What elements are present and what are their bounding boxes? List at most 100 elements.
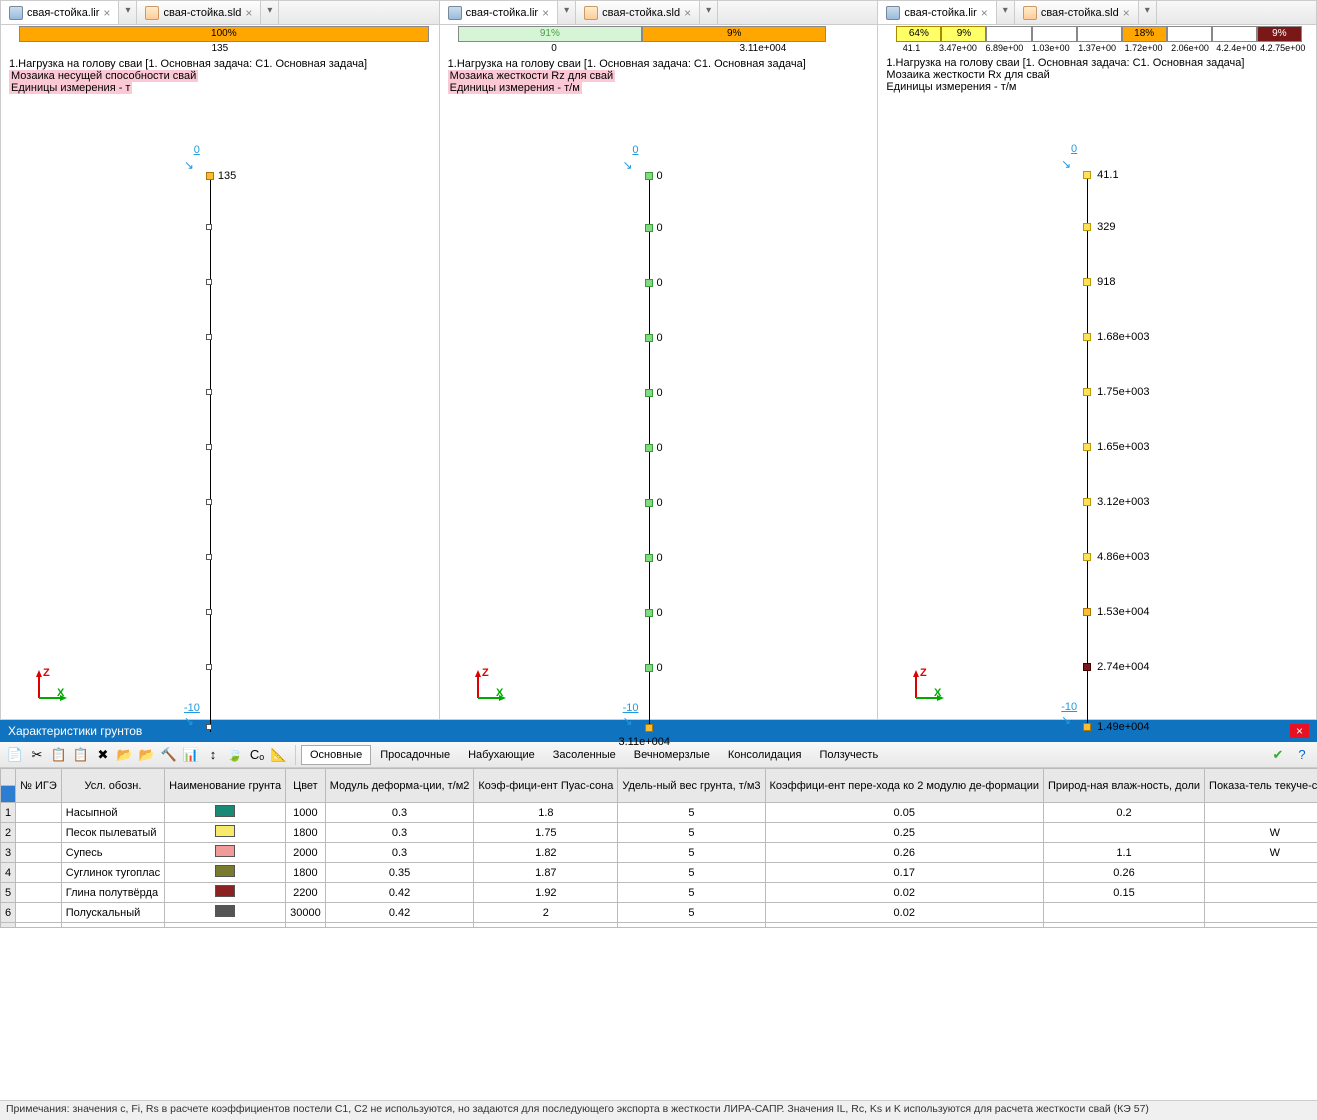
cell[interactable] — [1044, 823, 1205, 843]
toolbar-button[interactable]: 📂 — [136, 744, 158, 766]
cell[interactable] — [16, 863, 62, 883]
file-tab[interactable]: свая-стойка.lir× — [440, 1, 558, 24]
category-tab[interactable]: Засоленные — [544, 745, 625, 765]
column-header[interactable]: Природ-ная влаж-ность, доли — [1044, 769, 1205, 803]
close-tab-icon[interactable]: × — [981, 6, 988, 20]
file-tab[interactable]: свая-стойка.sld× — [1015, 1, 1139, 24]
cell[interactable]: 0.3 — [325, 843, 474, 863]
close-tab-icon[interactable]: × — [245, 6, 252, 20]
cell[interactable] — [16, 883, 62, 903]
cell[interactable]: 5 — [618, 903, 765, 923]
cell[interactable]: 2 — [474, 903, 618, 923]
cell[interactable]: W — [1205, 843, 1317, 863]
color-cell[interactable] — [165, 903, 286, 923]
cell[interactable]: Насыпной — [61, 803, 164, 823]
toolbar-button[interactable]: 🔨 — [158, 744, 180, 766]
file-tab[interactable]: свая-стойка.sld× — [576, 1, 700, 24]
row-header[interactable]: 4 — [1, 863, 16, 883]
cell[interactable]: 5 — [618, 823, 765, 843]
category-tab[interactable]: Основные — [301, 745, 371, 765]
cell[interactable]: 0.02 — [765, 903, 1043, 923]
tab-dropdown-icon[interactable]: ▾ — [1139, 1, 1157, 24]
row-header[interactable]: 2 — [1, 823, 16, 843]
cell[interactable]: Песок пылеватый — [61, 823, 164, 843]
cell[interactable] — [1044, 903, 1205, 923]
cell[interactable]: 5 — [618, 883, 765, 903]
file-tab[interactable]: свая-стойка.lir× — [1, 1, 119, 24]
cell[interactable]: 2000 — [286, 843, 326, 863]
cell[interactable]: 0.35 — [325, 863, 474, 883]
tab-dropdown-icon[interactable]: ▾ — [558, 1, 576, 24]
close-tab-icon[interactable]: × — [542, 6, 549, 20]
column-header[interactable]: Коэффици-ент пере-хода ко 2 модулю де-фо… — [765, 769, 1043, 803]
cell[interactable]: 0.26 — [1044, 863, 1205, 883]
column-header[interactable]: Наименование грунта — [165, 769, 286, 803]
close-tab-icon[interactable]: × — [684, 6, 691, 20]
cell[interactable]: 1000 — [286, 803, 326, 823]
color-cell[interactable] — [165, 843, 286, 863]
cell[interactable] — [16, 903, 62, 923]
close-tab-icon[interactable]: × — [1123, 6, 1130, 20]
column-header[interactable]: Коэф-фици-ент Пуас-сона — [474, 769, 618, 803]
table-row[interactable]: 5 Глина полутвёрда 2200 0.42 1.92 5 0.02… — [1, 883, 1317, 903]
apply-button[interactable]: ✔ — [1267, 744, 1289, 766]
cell[interactable]: 5 — [618, 803, 765, 823]
toolbar-button[interactable]: ✂ — [26, 744, 48, 766]
cell[interactable] — [16, 843, 62, 863]
cell[interactable]: 1.8 — [474, 803, 618, 823]
cell[interactable]: 2200 — [286, 883, 326, 903]
cell[interactable]: 1.87 — [474, 863, 618, 883]
toolbar-button[interactable]: Cₒ — [246, 744, 268, 766]
cell[interactable] — [1205, 883, 1317, 903]
table-row[interactable]: 2 Песок пылеватый 1800 0.3 1.75 5 0.25 W… — [1, 823, 1317, 843]
tab-dropdown-icon[interactable]: ▾ — [119, 1, 137, 24]
row-header[interactable]: 5 — [1, 883, 16, 903]
color-cell[interactable] — [165, 803, 286, 823]
color-cell[interactable] — [165, 823, 286, 843]
cell[interactable]: 1.92 — [474, 883, 618, 903]
cell[interactable]: 1800 — [286, 863, 326, 883]
cell[interactable]: W — [1205, 823, 1317, 843]
column-header[interactable]: Удель-ный вес грунта, т/м3 — [618, 769, 765, 803]
cell[interactable]: 0.25 — [765, 823, 1043, 843]
cell[interactable]: Супесь — [61, 843, 164, 863]
column-header[interactable]: Цвет — [286, 769, 326, 803]
row-header[interactable]: 6 — [1, 903, 16, 923]
table-row[interactable]: 1 Насыпной 1000 0.3 1.8 5 0.05 0.2 0.7 0… — [1, 803, 1317, 823]
cell[interactable]: 1800 — [286, 823, 326, 843]
cell[interactable]: Суглинок тугоплас — [61, 863, 164, 883]
toolbar-button[interactable]: 📊 — [180, 744, 202, 766]
column-header[interactable]: Модуль деформа-ции, т/м2 — [325, 769, 474, 803]
category-tab[interactable]: Ползучесть — [810, 745, 887, 765]
category-tab[interactable]: Просадочные — [371, 745, 459, 765]
cell[interactable]: 1.75 — [474, 823, 618, 843]
table-row-empty[interactable] — [1, 923, 1317, 928]
row-header[interactable]: 3 — [1, 843, 16, 863]
toolbar-button[interactable]: 📂 — [114, 744, 136, 766]
category-tab[interactable]: Набухающие — [459, 745, 544, 765]
help-button[interactable]: ? — [1291, 744, 1313, 766]
tab-dropdown-icon[interactable]: ▾ — [261, 1, 279, 24]
toolbar-button[interactable]: ✖ — [92, 744, 114, 766]
color-cell[interactable] — [165, 883, 286, 903]
row-header[interactable]: 1 — [1, 803, 16, 823]
cell[interactable] — [1205, 803, 1317, 823]
cell[interactable]: 0.3 — [325, 823, 474, 843]
cell[interactable]: 0.02 — [765, 883, 1043, 903]
category-tab[interactable]: Консолидация — [719, 745, 811, 765]
cell[interactable]: 0.15 — [1044, 883, 1205, 903]
close-tab-icon[interactable]: × — [103, 6, 110, 20]
cell[interactable]: 5 — [618, 863, 765, 883]
cell[interactable] — [16, 803, 62, 823]
toolbar-button[interactable]: 📐 — [268, 744, 290, 766]
toolbar-button[interactable]: ↕ — [202, 744, 224, 766]
cell[interactable]: 0.2 — [1044, 803, 1205, 823]
close-panel-button[interactable]: × — [1290, 724, 1309, 738]
cell[interactable]: 0.3 — [325, 803, 474, 823]
column-header[interactable]: Усл. обозн. — [61, 769, 164, 803]
tab-dropdown-icon[interactable]: ▾ — [997, 1, 1015, 24]
cell[interactable]: Полускальный — [61, 903, 164, 923]
column-header[interactable]: № ИГЭ — [16, 769, 62, 803]
cell[interactable] — [1205, 863, 1317, 883]
cell[interactable]: 0.42 — [325, 883, 474, 903]
